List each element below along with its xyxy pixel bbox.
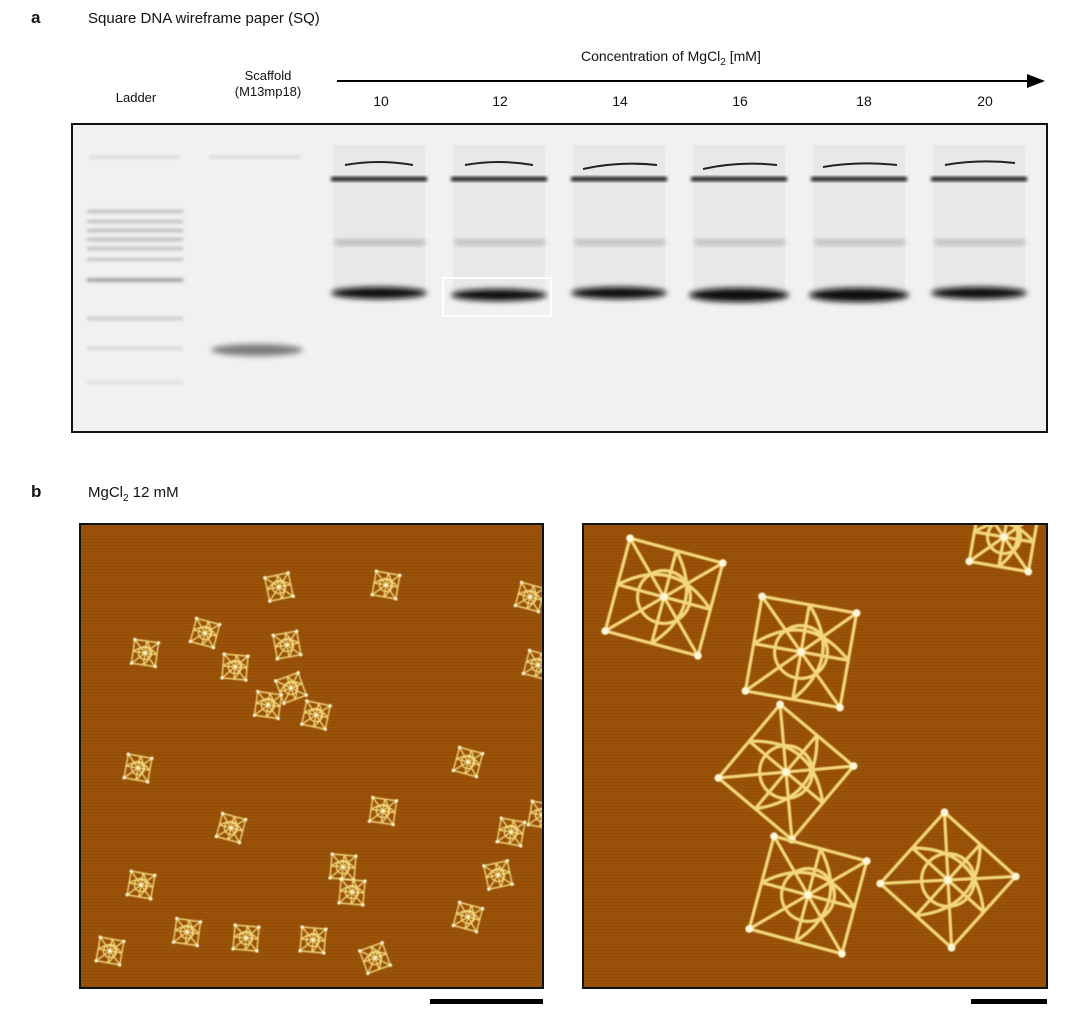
panel-a-title: Square DNA wireframe paper (SQ) [88, 10, 320, 27]
dna-wireframe-square [451, 745, 485, 779]
dna-wireframe-square [526, 799, 542, 830]
dna-wireframe-square [367, 795, 399, 827]
lane-label-10: 10 [373, 93, 389, 109]
dna-wireframe-square [129, 637, 161, 669]
dna-wireframe-square [482, 859, 514, 891]
arrow-label: Concentration of MgCl2 [mM] [581, 48, 761, 68]
dna-wireframe-square [876, 808, 1020, 952]
lane-10 [331, 145, 427, 299]
dna-wireframe-square [263, 571, 295, 603]
dna-wireframe-square [300, 699, 332, 731]
scaffold-label: Scaffold (M13mp18) [234, 68, 302, 99]
lane-label-14: 14 [612, 93, 628, 109]
panel-b-letter: b [31, 482, 42, 501]
panel-b-title: MgCl2 12 mM [88, 484, 179, 504]
highlight-box [442, 277, 552, 317]
dna-wireframe-square [451, 900, 485, 934]
dna-wireframe-square [188, 616, 222, 650]
dna-wireframe-square [231, 923, 261, 953]
dna-wireframe-square [370, 569, 402, 601]
scale-bar-left [430, 999, 543, 1004]
lane-label-12: 12 [492, 93, 508, 109]
dna-wireframe-square [298, 925, 328, 955]
lane-20 [931, 145, 1027, 299]
dna-wireframe-square [94, 935, 126, 967]
dna-wireframe-square [357, 940, 393, 976]
lane-18 [809, 145, 909, 302]
dna-wireframe-square [513, 580, 542, 614]
dna-wireframe-square [495, 816, 527, 848]
dna-wireframe-square [741, 592, 861, 712]
panel-a-letter: a [31, 8, 41, 27]
dna-wireframe-square [337, 877, 367, 907]
dna-wireframe-square [171, 916, 203, 948]
dna-wireframe-square [601, 534, 727, 660]
ladder-label: Ladder [115, 90, 157, 105]
dna-wireframe-square [328, 852, 358, 882]
dna-wireframe-square [745, 832, 871, 958]
scaffold-lane [209, 155, 303, 356]
dna-wireframe-square [125, 869, 157, 901]
dna-wireframe-square [122, 752, 154, 784]
sample-lanes [331, 145, 1027, 317]
dna-wireframe-square [220, 652, 250, 682]
dna-wireframe-square [271, 629, 303, 661]
agarose-gel-image [71, 123, 1048, 433]
dna-wireframe-square [214, 811, 248, 845]
lane-16 [689, 145, 789, 302]
afm-image-wide [79, 523, 544, 989]
dna-wireframe-square [714, 700, 858, 844]
lane-label-16: 16 [732, 93, 748, 109]
lane-12 [442, 145, 552, 317]
dna-wireframe-square [252, 689, 284, 721]
ladder-lane [87, 155, 183, 384]
dna-wireframe-square [273, 670, 309, 706]
concentration-arrow [337, 74, 1045, 88]
lane-14 [571, 145, 667, 299]
afm-image-zoom [582, 523, 1048, 989]
lane-label-18: 18 [856, 93, 872, 109]
lane-label-20: 20 [977, 93, 993, 109]
dna-wireframe-square [521, 648, 542, 681]
dna-wireframe-square [965, 525, 1040, 576]
scale-bar-right [971, 999, 1047, 1004]
